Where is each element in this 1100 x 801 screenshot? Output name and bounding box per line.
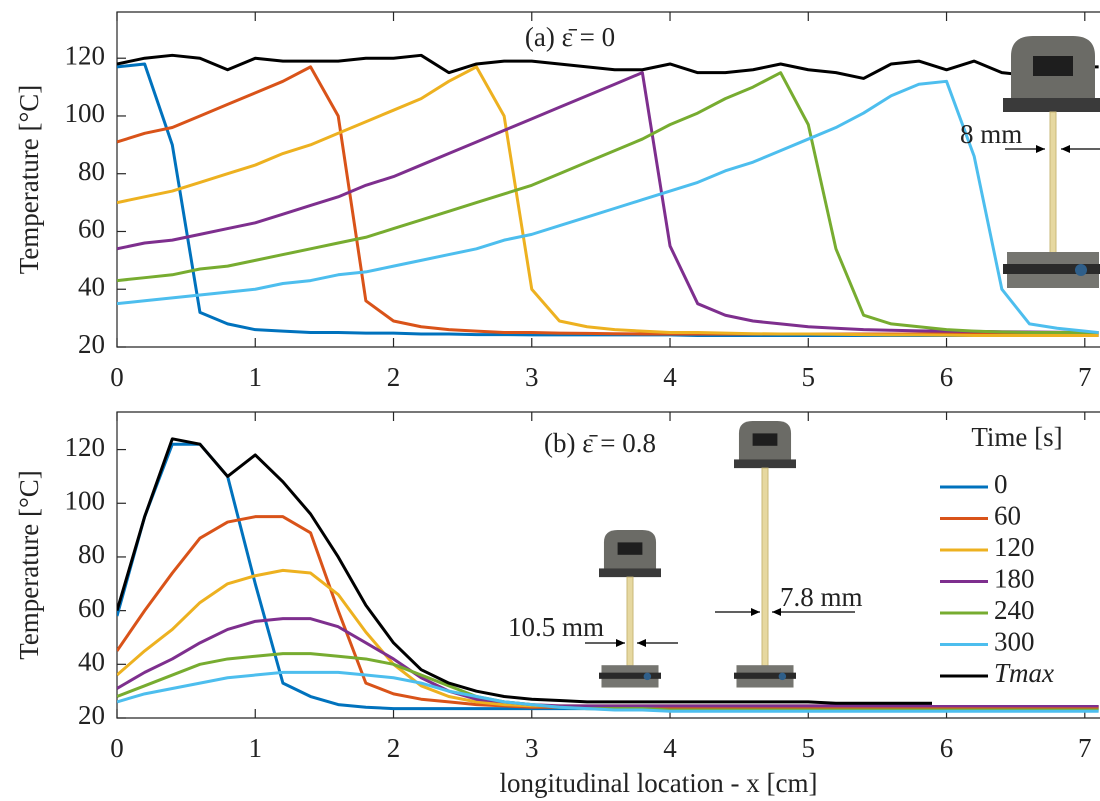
series-line [117,71,1099,335]
x-tick-label: 0 [110,733,124,763]
arrow-head [751,608,760,616]
x-tick-label: 1 [249,733,263,763]
x-tick-label: 0 [110,362,124,392]
y-tick-label: 60 [78,593,105,623]
series-line [117,53,1099,80]
x-axis-label: longitudinal location - x [cm] [500,768,818,798]
series-line [117,670,1099,713]
lower-grip-bar [1003,264,1100,274]
series-line [117,62,1099,337]
legend-label: 240 [994,595,1035,625]
panel-title: (a) ε̄ = 0 [525,22,615,52]
x-tick-label: 3 [525,733,539,763]
arrow-head [616,639,625,647]
x-tick-label: 6 [940,733,954,763]
specimen-photo [599,530,661,688]
grip-base [599,568,661,578]
series-line [117,65,1099,336]
panel-title: (b) ε̄ = 0.8 [544,428,656,458]
x-tick-label: 6 [940,362,954,392]
arrow-head [772,608,781,616]
x-tick-label: 5 [802,733,816,763]
x-tick-label: 4 [663,362,677,392]
x-tick-label: 5 [802,362,816,392]
x-tick-label: 2 [387,362,401,392]
y-axis-label: Temperature [°C] [14,85,44,275]
grip-knob [778,672,787,681]
series-line [117,71,1099,335]
specimen [626,576,634,667]
y-tick-label: 120 [65,432,106,462]
y-tick-label: 100 [65,98,106,128]
y-tick-label: 20 [78,700,105,730]
y-tick-label: 120 [65,40,106,70]
lower-grip-bar [734,672,796,679]
legend-label: 0 [994,469,1008,499]
arrow-head [637,639,646,647]
annotation: 8 mm [960,119,1022,149]
legend-label: 60 [994,501,1021,531]
y-tick-label: 100 [65,485,106,515]
legend-label: 180 [994,564,1035,594]
grip-jaw [1033,56,1073,76]
grip-base [1003,98,1100,112]
y-tick-label: 40 [78,647,105,677]
y-tick-label: 40 [78,271,105,301]
y-tick-label: 60 [78,214,105,244]
overlay-layer: (a) ε̄ = 0 8 mm (b) ε̄ = 0.8 Time [s] 060120… [508,22,1100,705]
y-axis-label: Temperature [°C] [14,470,44,660]
x-tick-label: 3 [525,362,539,392]
specimen [761,467,769,667]
legend-box [932,420,1099,705]
y-tick-label: 80 [78,539,105,569]
grip-knob [643,672,652,681]
specimen [1049,111,1057,254]
grip-base [734,459,796,469]
legend-label: 300 [994,627,1035,657]
legend-label: Tmax [994,658,1054,688]
grip-jaw [617,542,643,555]
arrow-head [1061,145,1070,153]
legend-title: Time [s] [971,422,1062,452]
x-tick-label: 2 [387,733,401,763]
x-tick-label: 4 [663,733,677,763]
legend-label: 120 [994,532,1035,562]
lower-grip-bar [599,672,661,679]
annotation: 10.5 mm [508,612,604,642]
y-tick-label: 80 [78,156,105,186]
series-line [117,617,1099,708]
series-line [117,79,1099,335]
axes-box [116,11,1100,348]
axes-box [116,411,1100,719]
specimen-photo [734,421,796,688]
x-tick-label: 7 [1078,362,1092,392]
grip-knob [1075,264,1087,276]
specimen-photo [1003,36,1100,288]
y-tick-label: 20 [78,329,105,359]
series-line [117,65,1099,337]
x-tick-label: 7 [1078,733,1092,763]
grip-jaw [752,433,778,446]
annotation: 7.8 mm [780,582,863,612]
arrow-head [1036,145,1045,153]
x-tick-label: 1 [249,362,263,392]
